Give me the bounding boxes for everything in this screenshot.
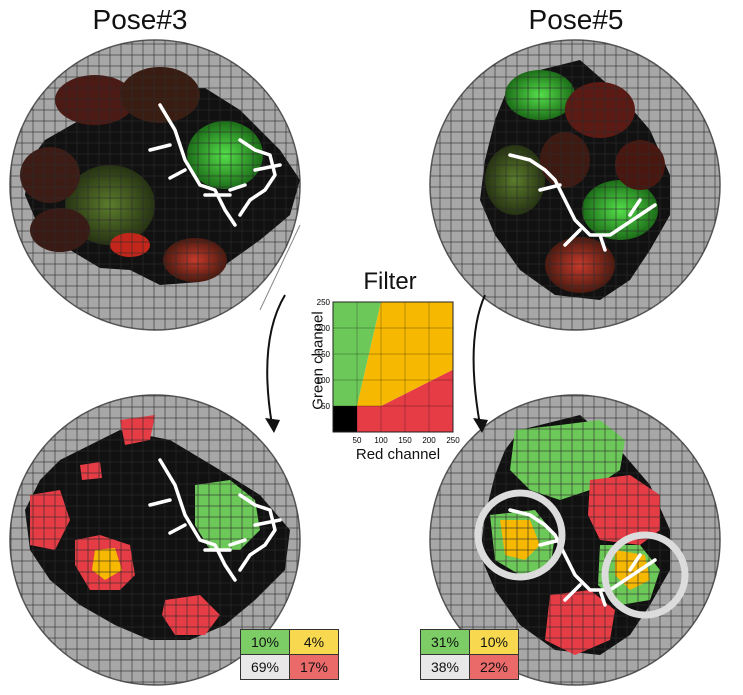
filter-xtick-label: 50 xyxy=(353,436,362,445)
pose3-white-pct: 69% xyxy=(240,654,290,680)
filter-black-overlay xyxy=(333,406,357,432)
arrow-right xyxy=(472,294,488,433)
pose3-yellow-pct: 4% xyxy=(289,629,339,655)
pose3-red-pct: 17% xyxy=(289,654,339,680)
highlight-circle-left xyxy=(474,489,566,581)
filter-xtick-label: 250 xyxy=(446,436,460,445)
filter-ylabel: Green channel xyxy=(309,311,327,410)
filter-green-region xyxy=(333,302,381,406)
title-pose3: Pose#3 xyxy=(92,4,188,35)
title-pose5: Pose#5 xyxy=(528,4,624,35)
pose3-raw-view xyxy=(9,39,301,331)
filter-xlabel: Red channel xyxy=(355,446,441,463)
pose3-green-pct: 10% xyxy=(240,629,290,655)
pose5-white-pct: 38% xyxy=(420,654,470,680)
filter-border xyxy=(332,301,454,433)
filter-red-region xyxy=(357,369,453,432)
filter-xtick-label: 200 xyxy=(422,436,436,445)
pose5-stats-table: 31% 10% 38% 22% xyxy=(420,629,519,680)
filter-ytick-label: 250 xyxy=(317,298,331,307)
pose5-green-pct: 31% xyxy=(420,629,470,655)
filter-ytick-label: 150 xyxy=(317,350,331,359)
filter-xtick-label: 100 xyxy=(374,436,388,445)
filter-ytick-label: 50 xyxy=(321,402,330,411)
pose5-red-pct: 22% xyxy=(469,654,519,680)
filter-yellow-region xyxy=(357,302,453,406)
filter-chart: 50 100 150 200 250 50 100 150 200 250 xyxy=(317,298,461,445)
filter-ytick-label: 200 xyxy=(317,324,331,333)
arrow-left xyxy=(265,294,286,433)
filter-xtick-label: 150 xyxy=(398,436,412,445)
filter-ytick-label: 100 xyxy=(317,376,331,385)
pose5-yellow-pct: 10% xyxy=(469,629,519,655)
filter-title: Filter xyxy=(363,268,417,295)
pose3-filtered-view xyxy=(9,394,301,686)
highlight-circle-right xyxy=(601,531,689,619)
pose5-raw-view xyxy=(429,39,721,331)
pose3-stats-table: 10% 4% 69% 17% xyxy=(240,629,339,680)
